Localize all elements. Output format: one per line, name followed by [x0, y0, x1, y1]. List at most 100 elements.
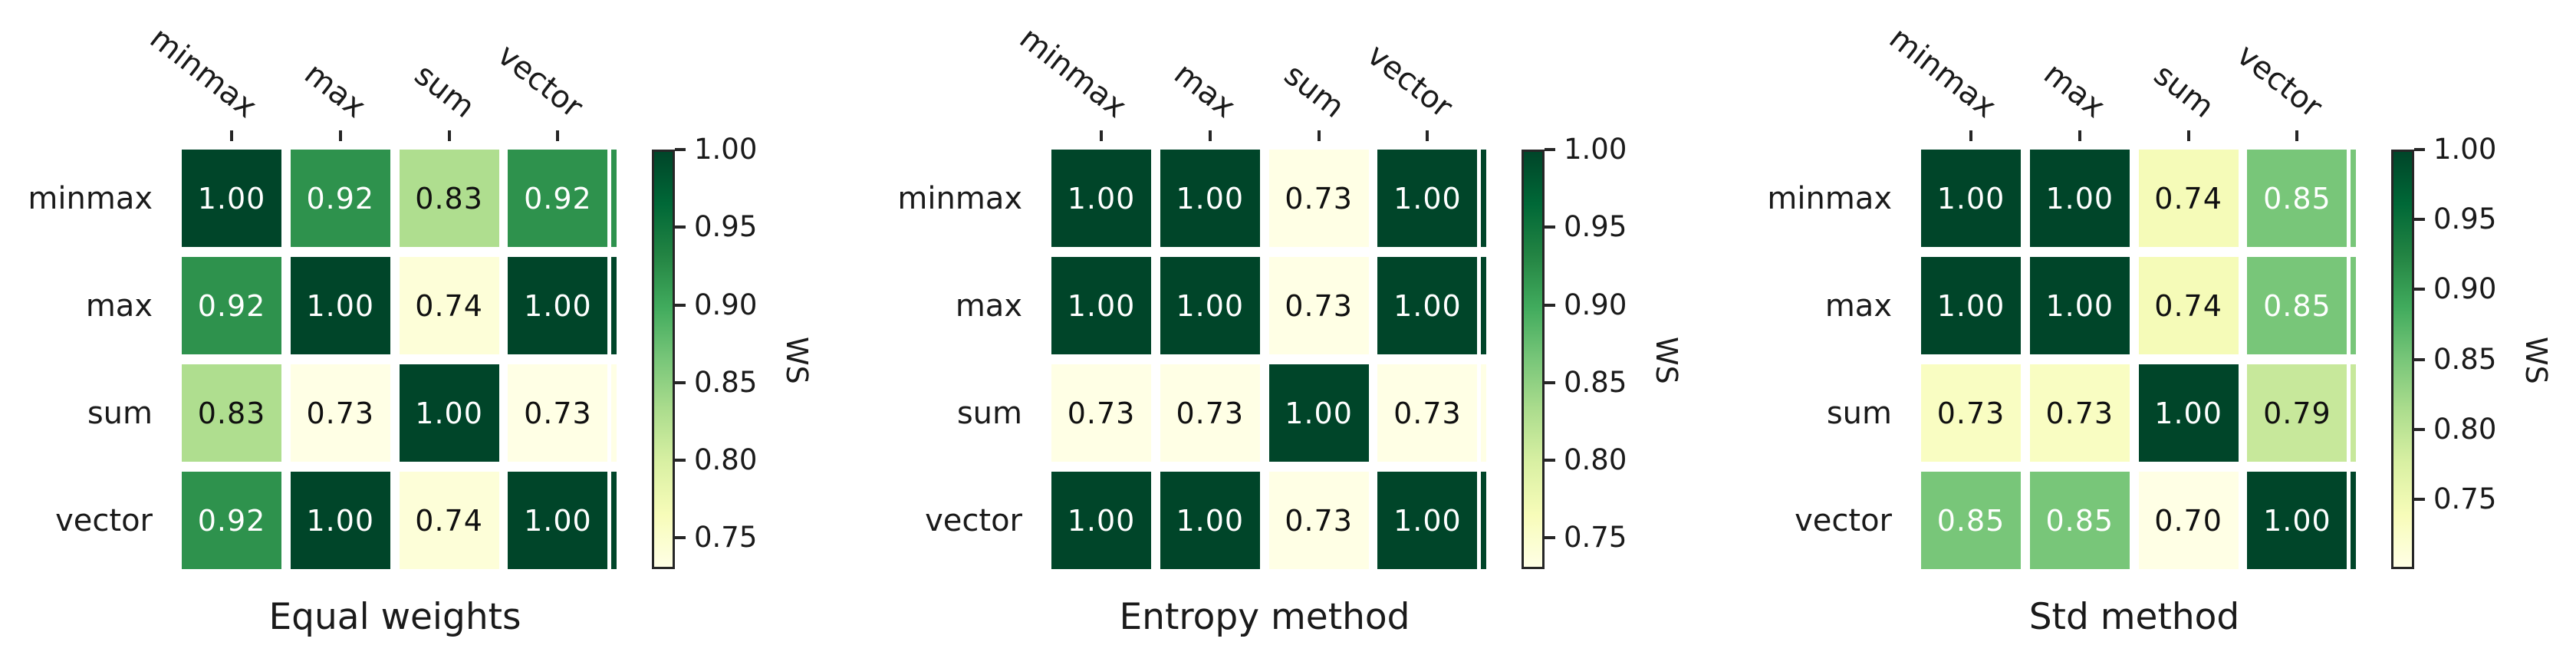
colorbar-tick [675, 459, 686, 462]
heatmap-cell: 0.70 [2138, 472, 2239, 569]
cell-value: 1.00 [306, 503, 375, 538]
cell-value: 0.85 [2045, 503, 2114, 538]
heatmap-cell: 0.73 [1268, 150, 1369, 247]
cell-value: 0.83 [197, 396, 266, 430]
heatmap-cell: 1.00 [1160, 472, 1260, 569]
heatmap-cell: 1.00 [399, 364, 499, 462]
colorbar-tick-label: 0.85 [2433, 342, 2497, 376]
colorbar-tick-label: 0.75 [2433, 482, 2497, 515]
heatmap-cell: 0.74 [399, 257, 499, 354]
heatmap-cell: 1.00 [1377, 257, 1478, 354]
colorbar-axis-label: WS [1650, 336, 1683, 384]
cell-value: 1.00 [2045, 181, 2114, 216]
heatmap-cell: 1.00 [1377, 150, 1478, 247]
cell-value: 1.00 [1067, 181, 1136, 216]
edge-strip-segment [1480, 472, 1486, 569]
x-axis-tick [447, 130, 451, 141]
cell-value: 1.00 [1067, 503, 1136, 538]
cell-value: 1.00 [1067, 288, 1136, 323]
heatmap-cell: 1.00 [1160, 150, 1260, 247]
cell-value: 1.00 [1393, 503, 1462, 538]
colorbar-tick [675, 536, 686, 540]
heatmap-cell: 0.92 [182, 257, 281, 354]
cell-value: 0.73 [2045, 396, 2114, 430]
x-axis-tick [2295, 130, 2299, 141]
row-label: max [1824, 288, 1892, 324]
colorbar-tick [2414, 218, 2425, 222]
heatmap-cell: 0.74 [2138, 150, 2239, 247]
cell-value: 0.73 [1285, 503, 1353, 538]
cell-value: 1.00 [2263, 503, 2331, 538]
heatmap-panel-3: minmax max sum vector minmax max sum vector 1.00… [1739, 0, 2576, 655]
heatmap-cell: 1.00 [2029, 257, 2130, 354]
cell-value: 0.85 [2263, 288, 2331, 323]
x-axis-tick [2186, 130, 2190, 141]
cell-value: 1.00 [2045, 288, 2114, 323]
cell-value: 0.73 [1285, 181, 1353, 216]
colorbar [652, 150, 675, 569]
colorbar-tick-label: 1.00 [2433, 133, 2497, 166]
cell-value: 1.00 [2154, 396, 2222, 430]
row-label: minmax [897, 180, 1022, 216]
heatmap-cell: 0.73 [1377, 364, 1478, 462]
heatmap-cell: 1.00 [508, 472, 608, 569]
cell-value: 0.73 [1936, 396, 2005, 430]
cell-value: 0.73 [1285, 288, 1353, 323]
heatmap-cell: 0.73 [1160, 364, 1260, 462]
colorbar-tick [1545, 303, 1555, 307]
row-label: vector [1795, 502, 1892, 538]
colorbar-tick [1545, 380, 1555, 384]
edge-strip-segment [2350, 472, 2356, 569]
cell-value: 0.92 [197, 288, 266, 323]
heatmap-cell: 0.85 [2029, 472, 2130, 569]
colorbar-tick-label: 0.80 [2433, 412, 2497, 446]
cell-value: 1.00 [1176, 288, 1245, 323]
heatmap-cell: 0.73 [1921, 364, 2021, 462]
heatmap-cell: 1.00 [1051, 150, 1151, 247]
colorbar-tick [675, 225, 686, 229]
heatmap-cell: 1.00 [1921, 257, 2021, 354]
heatmap-cell: 1.00 [508, 257, 608, 354]
row-label: minmax [28, 180, 153, 216]
cell-value: 0.73 [306, 396, 375, 430]
x-axis-tick [2078, 130, 2081, 141]
cell-value: 1.00 [524, 288, 592, 323]
edge-strip-segment [2350, 257, 2356, 354]
colorbar-tick [1545, 459, 1555, 462]
row-label: max [85, 288, 153, 324]
heatmap-cell: 1.00 [1160, 257, 1260, 354]
x-axis-tick [1100, 130, 1103, 141]
cell-value: 0.74 [415, 503, 483, 538]
row-label: vector [925, 502, 1022, 538]
colorbar-tick-label: 0.95 [2433, 202, 2497, 236]
cell-value: 0.74 [2154, 181, 2222, 216]
colorbar-tick [1545, 536, 1555, 540]
heatmap-cell: 1.00 [1268, 364, 1369, 462]
edge-strip-segment [2350, 364, 2356, 462]
x-axis-tick [230, 130, 233, 141]
cell-value: 0.73 [1393, 396, 1462, 430]
edge-strip-segment [1480, 257, 1486, 354]
heatmap-cell: 1.00 [2029, 150, 2130, 247]
row-label: sum [956, 395, 1022, 431]
heatmap-cell: 0.73 [1051, 364, 1151, 462]
colorbar-tick [675, 148, 686, 151]
cell-value: 0.73 [1176, 396, 1245, 430]
x-axis-tick [1969, 130, 1972, 141]
cell-value: 1.00 [306, 288, 375, 323]
colorbar-tick-label: 0.90 [2433, 272, 2497, 306]
x-axis-tick [556, 130, 560, 141]
colorbar-axis-label: WS [2519, 336, 2553, 384]
colorbar-tick [1545, 148, 1555, 151]
colorbar-tick [2414, 427, 2425, 431]
edge-strip-segment [610, 257, 617, 354]
cell-value: 0.74 [415, 288, 483, 323]
heatmap-cell: 0.85 [2247, 150, 2347, 247]
edge-strip-segment [610, 364, 617, 462]
heatmap-cell: 1.00 [2247, 472, 2347, 569]
heatmap-cell: 0.74 [2138, 257, 2239, 354]
colorbar-tick [2414, 497, 2425, 501]
cell-value: 1.00 [1936, 288, 2005, 323]
colorbar [1522, 150, 1545, 569]
